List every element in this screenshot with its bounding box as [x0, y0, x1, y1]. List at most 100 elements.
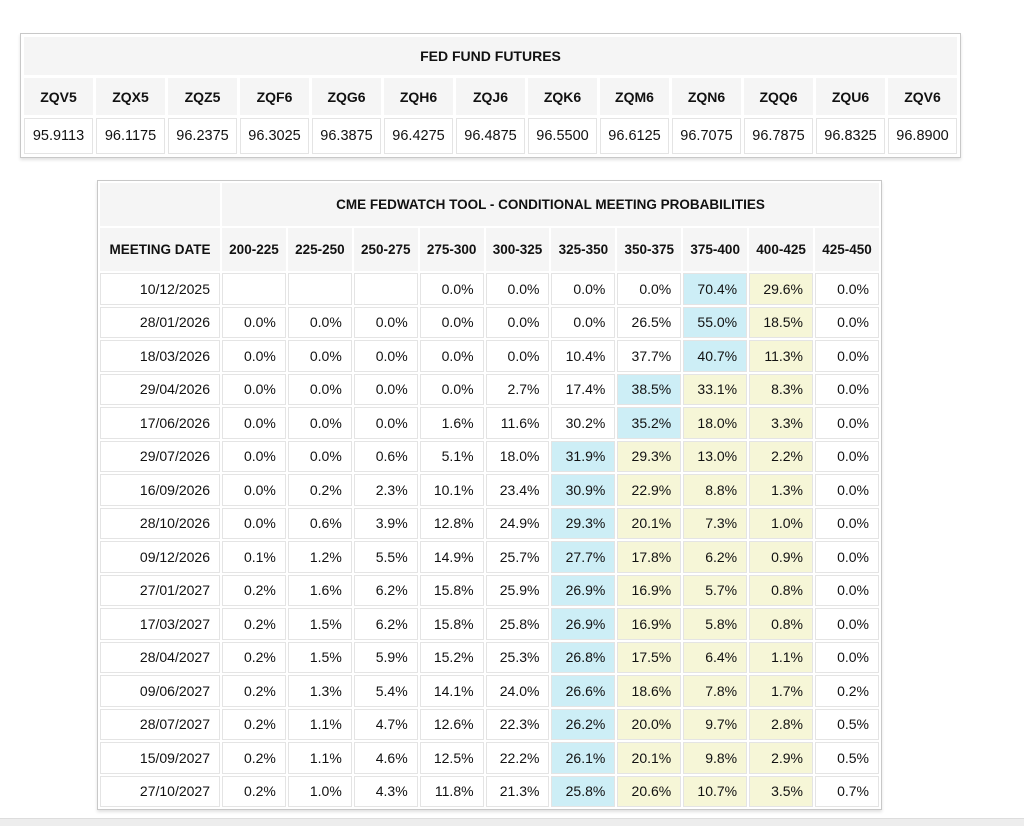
fedwatch-table-title: CME FEDWATCH TOOL - CONDITIONAL MEETING …	[222, 183, 879, 226]
probability-cell: 31.9%	[551, 440, 616, 472]
probability-cell: 5.7%	[683, 574, 748, 606]
probability-cell: 0.0%	[815, 507, 879, 539]
table-row: 16/09/2026 0.0% 0.2% 2.3% 10.1% 23.4% 30.9% 22.…	[100, 474, 879, 506]
probability-cell: 0.2%	[287, 474, 352, 506]
meeting-date-cell: 28/04/2027	[100, 641, 220, 673]
meeting-date-cell: 27/10/2027	[100, 775, 220, 807]
price-cell-ZQM6: 96.6125	[600, 118, 669, 154]
probability-cell: 16.9%	[617, 574, 682, 606]
price-cell-ZQJ6: 96.4875	[456, 118, 525, 154]
probability-cell: 0.2%	[222, 742, 286, 774]
meeting-date-cell: 10/12/2025	[100, 273, 220, 305]
price-cell-ZQH6: 96.4275	[384, 118, 453, 154]
probability-cell: 0.8%	[749, 574, 814, 606]
probability-cell: 8.3%	[749, 373, 814, 405]
probability-cell: 26.5%	[617, 306, 682, 338]
probability-cell: 5.1%	[419, 440, 484, 472]
probability-cell: 0.0%	[287, 407, 352, 439]
probability-cell: 7.8%	[683, 675, 748, 707]
probability-cell: 0.0%	[353, 306, 418, 338]
probability-cell: 0.0%	[353, 340, 418, 372]
probability-cell: 0.0%	[815, 340, 879, 372]
price-cell-ZQG6: 96.3875	[312, 118, 381, 154]
probability-cell: 5.8%	[683, 608, 748, 640]
table-row: 29/04/2026 0.0% 0.0% 0.0% 0.0% 2.7% 17.4% 38.5%…	[100, 373, 879, 405]
futures-title-row: FED FUND FUTURES	[24, 37, 957, 75]
probability-cell: 9.7%	[683, 708, 748, 740]
probability-cell: 1.2%	[287, 541, 352, 573]
probability-cell: 33.1%	[683, 373, 748, 405]
probability-cell: 5.4%	[353, 675, 418, 707]
rate-header-350-375: 350-375	[617, 228, 682, 271]
probability-cell: 2.8%	[749, 708, 814, 740]
probability-cell: 10.1%	[419, 474, 484, 506]
probability-cell: 0.6%	[287, 507, 352, 539]
rate-header-275-300: 275-300	[419, 228, 484, 271]
probability-cell: 5.9%	[353, 641, 418, 673]
contract-header-ZQU6: ZQU6	[816, 78, 885, 115]
probability-cell: 30.9%	[551, 474, 616, 506]
probability-cell: 25.8%	[551, 775, 616, 807]
price-cell-ZQF6: 96.3025	[240, 118, 309, 154]
rate-header-325-350: 325-350	[551, 228, 616, 271]
contract-header-ZQF6: ZQF6	[240, 78, 309, 115]
probability-cell: 13.0%	[683, 440, 748, 472]
probability-cell: 26.9%	[551, 608, 616, 640]
probability-cell: 7.3%	[683, 507, 748, 539]
probability-cell: 0.2%	[222, 641, 286, 673]
probability-cell: 0.9%	[749, 541, 814, 573]
probability-cell: 0.0%	[222, 507, 286, 539]
probability-cell: 26.1%	[551, 742, 616, 774]
probability-cell: 27.7%	[551, 541, 616, 573]
table-row: 17/06/2026 0.0% 0.0% 0.0% 1.6% 11.6% 30.2% 35.2…	[100, 407, 879, 439]
probability-cell: 1.1%	[749, 641, 814, 673]
price-cell-ZQZ5: 96.2375	[168, 118, 237, 154]
probability-cell: 0.0%	[222, 407, 286, 439]
probability-cell: 0.0%	[815, 474, 879, 506]
probability-cell: 1.6%	[419, 407, 484, 439]
contract-header-ZQV5: ZQV5	[24, 78, 93, 115]
bottom-divider	[0, 818, 1024, 826]
probability-cell: 10.4%	[551, 340, 616, 372]
probability-cell	[222, 273, 286, 305]
probability-cell: 24.0%	[485, 675, 550, 707]
probability-cell: 3.9%	[353, 507, 418, 539]
rate-header-400-425: 400-425	[749, 228, 814, 271]
probability-cell: 0.0%	[353, 373, 418, 405]
probability-cell: 0.0%	[815, 440, 879, 472]
price-cell-ZQU6: 96.8325	[816, 118, 885, 154]
probability-cell: 11.3%	[749, 340, 814, 372]
probability-cell: 0.0%	[287, 373, 352, 405]
probability-cell: 0.2%	[222, 574, 286, 606]
probability-cell: 6.4%	[683, 641, 748, 673]
price-cell-ZQV6: 96.8900	[888, 118, 957, 154]
meeting-date-cell: 17/03/2027	[100, 608, 220, 640]
contract-header-ZQG6: ZQG6	[312, 78, 381, 115]
probability-cell: 25.9%	[485, 574, 550, 606]
probability-cell: 0.0%	[419, 373, 484, 405]
probability-cell: 29.3%	[551, 507, 616, 539]
rate-header-250-275: 250-275	[353, 228, 418, 271]
probability-cell: 0.0%	[485, 306, 550, 338]
probability-cell: 0.0%	[222, 474, 286, 506]
contract-header-ZQZ5: ZQZ5	[168, 78, 237, 115]
probability-cell	[353, 273, 418, 305]
probability-cell: 10.7%	[683, 775, 748, 807]
probability-cell: 24.9%	[485, 507, 550, 539]
probability-cell: 4.6%	[353, 742, 418, 774]
meeting-date-cell: 28/10/2026	[100, 507, 220, 539]
table-row: 28/04/2027 0.2% 1.5% 5.9% 15.2% 25.3% 26.8% 17.…	[100, 641, 879, 673]
contract-header-ZQJ6: ZQJ6	[456, 78, 525, 115]
probability-cell: 0.6%	[353, 440, 418, 472]
probability-cell: 12.6%	[419, 708, 484, 740]
probability-cell: 0.8%	[749, 608, 814, 640]
price-cell-ZQK6: 96.5500	[528, 118, 597, 154]
probability-cell: 16.9%	[617, 608, 682, 640]
probability-cell: 1.3%	[287, 675, 352, 707]
contract-header-ZQK6: ZQK6	[528, 78, 597, 115]
probability-cell: 0.0%	[617, 273, 682, 305]
probability-cell: 0.0%	[485, 340, 550, 372]
probability-cell: 0.0%	[815, 641, 879, 673]
probability-cell: 26.8%	[551, 641, 616, 673]
meeting-date-header: MEETING DATE	[100, 228, 220, 271]
